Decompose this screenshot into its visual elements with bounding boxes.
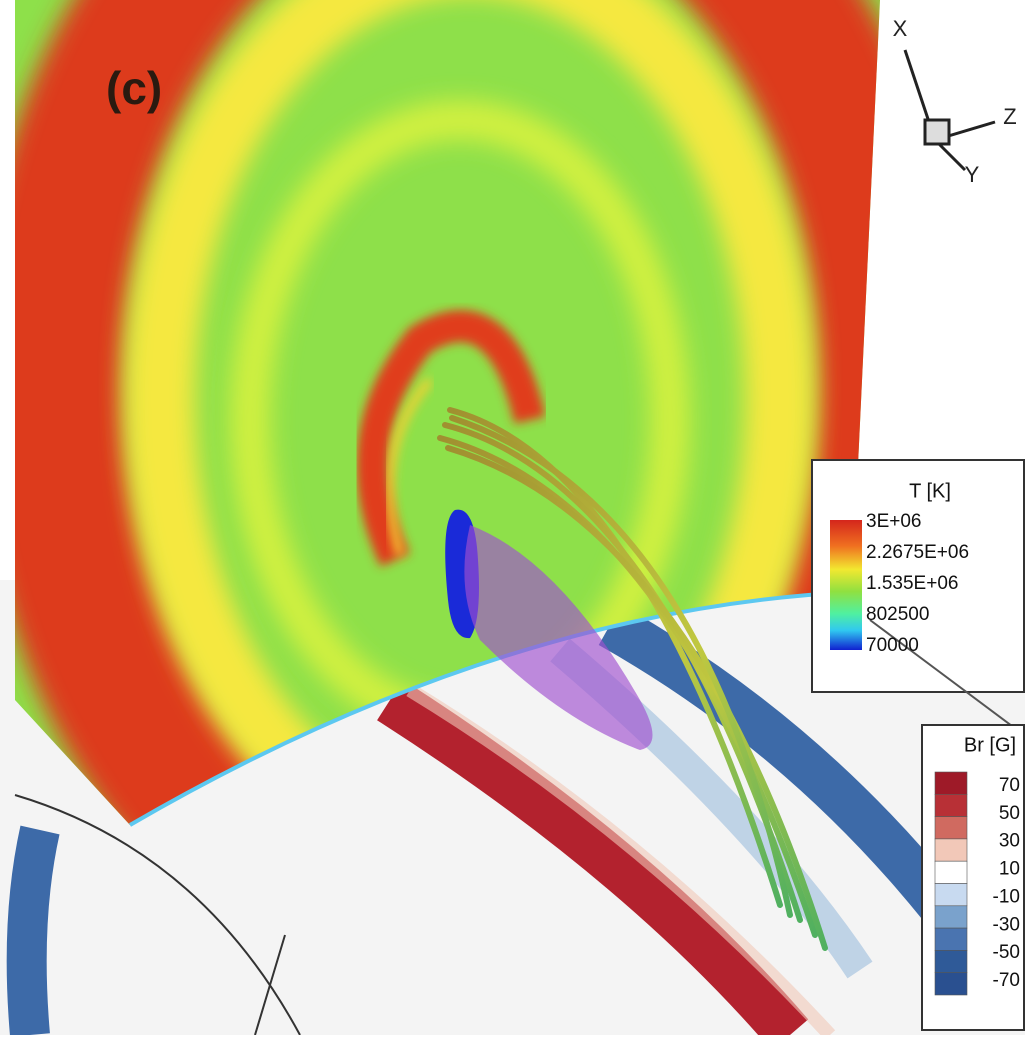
legend-label: 70000 <box>866 635 919 656</box>
legend-label: 3E+06 <box>866 511 921 532</box>
legend-label: 50 <box>999 803 1020 824</box>
legend-label: -30 <box>993 914 1020 935</box>
color-swatch <box>934 883 968 907</box>
flux-rope-volume <box>464 525 653 750</box>
grid-line <box>254 934 286 1036</box>
color-swatch <box>934 905 968 929</box>
legend-label: -70 <box>993 970 1020 991</box>
legend-label: -10 <box>993 886 1020 907</box>
axis-label: X <box>893 16 908 41</box>
legend-label: 1.535E+06 <box>866 573 958 594</box>
color-swatch <box>934 771 968 795</box>
color-bar <box>934 771 968 996</box>
legend-label: 10 <box>999 859 1020 880</box>
axis-triad <box>903 49 996 172</box>
color-swatch <box>934 816 968 840</box>
polarity-band <box>406 684 836 1040</box>
axis-label: Z <box>1003 104 1016 129</box>
legend-label: 2.2675E+06 <box>866 542 969 563</box>
polarity-band <box>6 825 60 1037</box>
color-swatch <box>934 972 968 996</box>
field-lines <box>437 407 828 951</box>
color-swatch <box>934 927 968 951</box>
legend-label: 70 <box>999 775 1020 796</box>
legend-label: -50 <box>993 942 1020 963</box>
legend-label: 30 <box>999 831 1020 852</box>
leader-line <box>869 619 1025 736</box>
color-swatch <box>934 838 968 862</box>
color-swatch <box>934 860 968 884</box>
panel-label: (c) <box>106 62 162 114</box>
color-swatch <box>934 793 968 817</box>
legend-title: T [K] <box>909 480 951 502</box>
limb <box>128 590 853 827</box>
axis-label: Y <box>965 162 980 187</box>
polarity-band <box>377 679 809 1040</box>
color-bar <box>830 520 862 650</box>
legend-label: 802500 <box>866 604 929 625</box>
color-swatch <box>934 950 968 974</box>
grid-line <box>14 794 301 1036</box>
legend-title: Br [G] <box>964 734 1016 756</box>
